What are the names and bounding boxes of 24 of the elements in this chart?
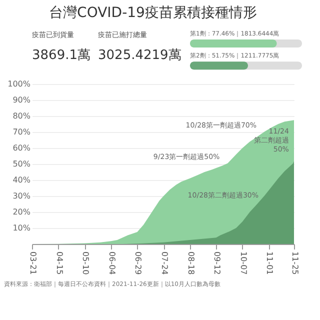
text: 3869.1萬 — [32, 48, 90, 63]
x-tick-label: 04-15 — [54, 252, 64, 275]
y-tick-label: 90% — [12, 96, 31, 104]
y-tick-label: 80% — [12, 112, 31, 120]
x-tick-label: 08-18 — [186, 252, 196, 275]
x-tick-label: 07-24 — [160, 252, 170, 275]
x-tick-label: 05-10 — [81, 252, 90, 275]
text: 3025.4219萬 — [98, 48, 182, 63]
y-tick-label: 10% — [12, 224, 31, 232]
y-tick-label: 30% — [12, 192, 31, 200]
x-tick-label: 03-21 — [28, 252, 38, 275]
y-tick-label: 40% — [12, 176, 31, 184]
x-tick-label: 06-29 — [134, 252, 143, 275]
x-tick-label: 11-25 — [290, 252, 300, 275]
x-tick-label: 11-01 — [265, 252, 274, 275]
y-tick-label: 60% — [12, 144, 31, 152]
y-tick-label: 50% — [12, 160, 31, 168]
text: 台灣COVID-19疫苗累積接種情形 — [49, 5, 257, 21]
y-tick-label: 100% — [8, 80, 31, 88]
y-tick-label: 70% — [12, 128, 31, 136]
y-tick-label: 20% — [12, 208, 31, 216]
x-tick-label: 10-07 — [238, 252, 248, 275]
x-tick-label: 09-12 — [212, 252, 222, 275]
x-tick-label: 06-04 — [107, 252, 116, 275]
